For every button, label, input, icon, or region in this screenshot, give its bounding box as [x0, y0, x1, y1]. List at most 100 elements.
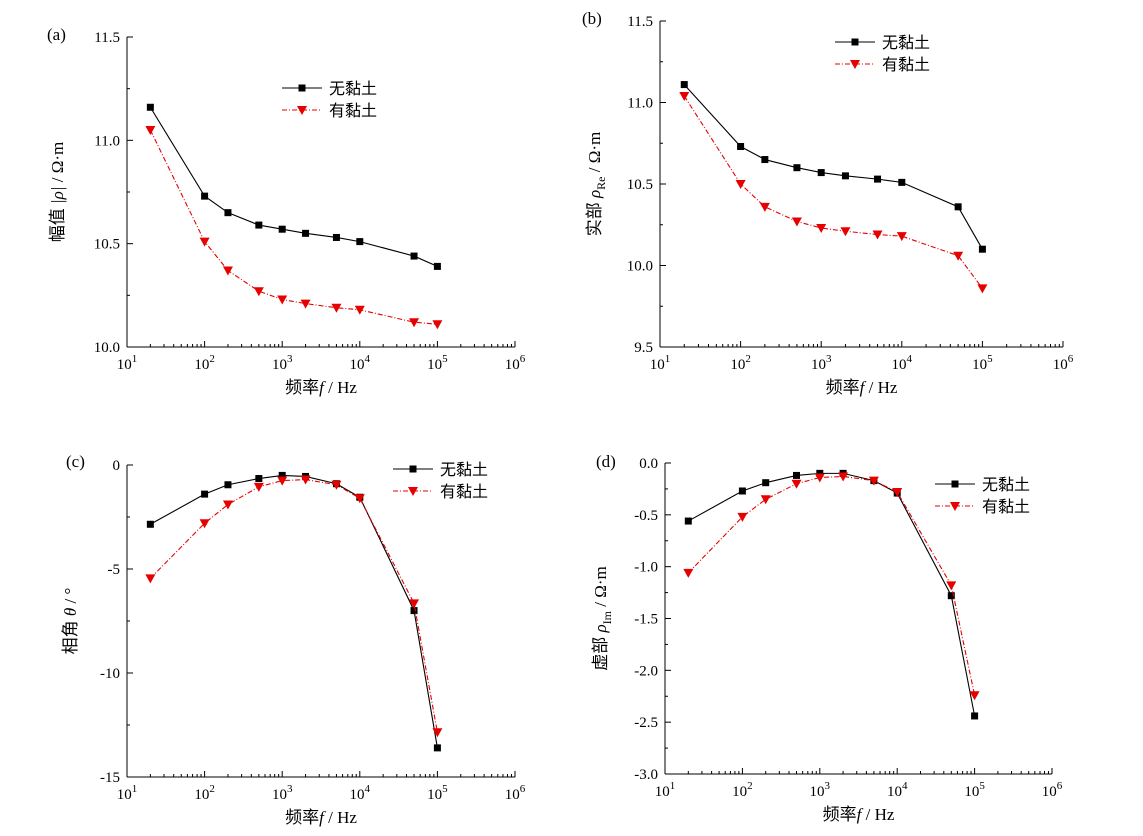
x-tick-label: 103	[272, 783, 293, 803]
data-point-series-2	[838, 472, 849, 482]
series-line-1	[688, 472, 976, 717]
data-point-series-1	[793, 471, 801, 479]
panel-label: (c)	[66, 452, 85, 471]
data-point-series-1	[738, 487, 746, 495]
panel-c: 101 102 103 104 105 106 -15 -10 -5 0 (c) 频率f / Hz 相角…	[61, 452, 526, 827]
x-tick-label: 101	[117, 783, 138, 803]
y-tick-label: 10.5	[94, 237, 120, 253]
data-point-series-2	[969, 691, 980, 701]
data-point-series-1	[817, 169, 825, 177]
data-point-series-2	[432, 728, 443, 738]
y-tick-label: -5	[108, 562, 121, 578]
data-point-series-1	[356, 238, 364, 246]
y-tick-label: -1.0	[634, 560, 658, 576]
y-tick-label: 11.5	[627, 14, 653, 30]
data-point-series-1	[146, 103, 154, 111]
y-axis-label: 实部 ρRe / Ω·m	[585, 132, 608, 237]
legend-label-2: 有黏土	[440, 483, 488, 501]
legend-label-1: 无黏土	[440, 461, 488, 479]
legend-marker-2	[850, 60, 860, 69]
data-point-series-1	[874, 175, 882, 183]
data-point-series-1	[761, 156, 769, 164]
x-tick-label: 106	[505, 783, 526, 803]
data-point-series-2	[409, 318, 420, 328]
series-line-1	[149, 106, 438, 267]
data-point-series-1	[410, 252, 418, 260]
data-point-series-2	[946, 581, 957, 591]
legend-label-1: 无黏土	[329, 80, 377, 98]
data-point-series-1	[410, 607, 418, 615]
x-tick-label: 102	[732, 780, 753, 800]
y-tick-label: -15	[100, 770, 120, 786]
data-point-series-1	[762, 479, 770, 487]
data-point-series-1	[255, 221, 263, 229]
data-point-series-2	[300, 299, 311, 309]
y-axis-label: 虚部 ρIm / Ω·m	[591, 566, 614, 671]
data-point-series-2	[759, 202, 770, 212]
series-line-2	[149, 479, 438, 733]
x-tick-label: 103	[811, 353, 832, 373]
data-point-series-1	[898, 178, 906, 186]
data-point-series-2	[222, 266, 233, 276]
data-point-series-2	[737, 512, 748, 522]
x-tick-label: 103	[810, 780, 831, 800]
data-point-series-2	[277, 476, 288, 486]
data-point-series-2	[300, 475, 311, 485]
legend-marker-1	[951, 480, 959, 488]
y-tick-label: 10.0	[94, 340, 120, 356]
legend-marker-2	[297, 106, 307, 115]
panel-label: (b)	[582, 9, 602, 28]
data-point-series-1	[224, 209, 232, 217]
x-tick-label: 104	[350, 353, 371, 373]
legend-marker-2	[408, 487, 418, 496]
panel-label: (a)	[47, 25, 66, 44]
legend-label-2: 有黏土	[329, 102, 377, 120]
data-point-series-1	[255, 475, 263, 483]
x-tick-label: 105	[972, 353, 993, 373]
x-tick-label: 105	[964, 780, 985, 800]
data-point-series-1	[433, 262, 441, 270]
data-point-series-2	[814, 473, 825, 483]
y-tick-label: 10.5	[627, 177, 653, 193]
panel-label: (d)	[596, 452, 616, 471]
data-point-series-2	[760, 495, 771, 505]
data-point-series-2	[892, 488, 903, 498]
data-point-series-1	[332, 233, 340, 241]
data-point-series-1	[302, 229, 310, 237]
data-point-series-2	[977, 284, 988, 294]
data-point-series-2	[791, 217, 802, 227]
x-axis-label: 频率f / Hz	[285, 378, 357, 397]
data-point-series-2	[277, 295, 288, 305]
y-axis-label: 相角 θ / °	[61, 588, 80, 655]
data-point-series-2	[354, 305, 365, 315]
y-tick-label: -2.0	[634, 663, 658, 679]
series-line-2	[687, 475, 976, 696]
data-point-series-2	[354, 494, 365, 504]
data-point-series-1	[816, 469, 824, 477]
data-point-series-2	[432, 320, 443, 330]
y-tick-label: 0	[113, 458, 121, 474]
data-point-series-2	[953, 251, 964, 261]
x-tick-label: 102	[730, 353, 751, 373]
data-point-series-1	[433, 744, 441, 752]
panel-b: 101 102 103 104 105 106 9.5 10.0 10.5 11.0 11.5 (b)…	[582, 9, 1074, 397]
data-point-series-2	[816, 224, 827, 234]
data-point-series-2	[868, 476, 879, 486]
data-point-series-2	[199, 237, 210, 247]
x-tick-label: 106	[1053, 353, 1074, 373]
series-line-1	[683, 84, 983, 250]
data-point-series-2	[145, 574, 156, 584]
data-point-series-1	[278, 471, 286, 479]
data-point-series-2	[735, 180, 746, 189]
y-tick-label: 9.5	[634, 340, 653, 356]
x-tick-label: 105	[427, 783, 448, 803]
data-point-series-1	[146, 520, 154, 528]
data-point-series-2	[840, 227, 851, 237]
data-point-series-2	[872, 230, 883, 240]
y-axis-label: 幅值 |ρ| / Ω·m	[48, 142, 67, 243]
data-point-series-2	[331, 303, 342, 313]
data-point-series-2	[896, 232, 907, 242]
x-tick-label: 101	[650, 353, 671, 373]
data-point-series-1	[201, 490, 209, 498]
